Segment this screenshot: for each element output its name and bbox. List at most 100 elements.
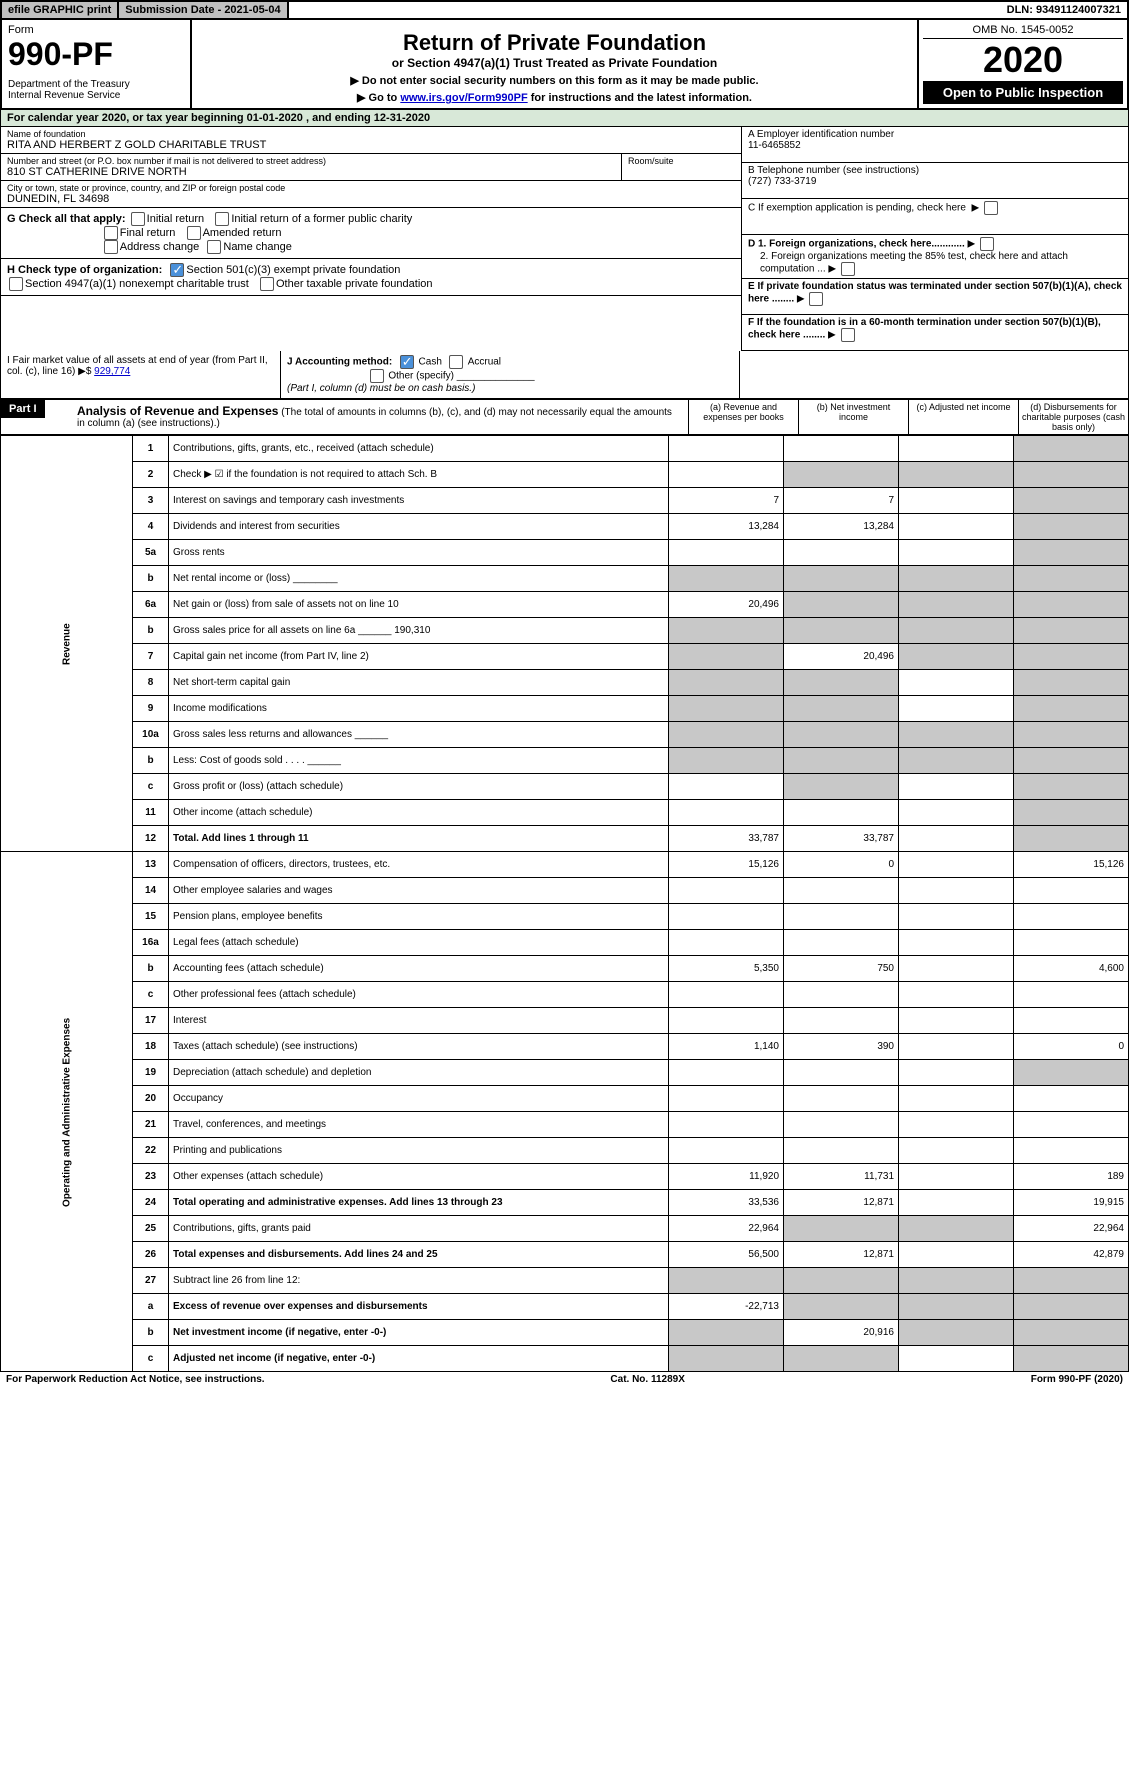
name-label: Name of foundation	[7, 129, 735, 139]
col-d-value: 22,964	[1014, 1216, 1129, 1242]
col-b-value	[784, 1008, 899, 1034]
top-bar: efile GRAPHIC print Submission Date - 20…	[0, 0, 1129, 20]
d2-checkbox[interactable]	[841, 262, 855, 276]
table-row: bNet rental income or (loss) ________	[1, 566, 1129, 592]
omb-number: OMB No. 1545-0052	[923, 22, 1123, 39]
col-d-value	[1014, 644, 1129, 670]
col-b-value: 20,496	[784, 644, 899, 670]
table-row: bAccounting fees (attach schedule)5,3507…	[1, 956, 1129, 982]
initial-return-checkbox[interactable]	[131, 212, 145, 226]
row-description: Gross sales less returns and allowances …	[169, 722, 669, 748]
row-number: 4	[133, 514, 169, 540]
row-description: Pension plans, employee benefits	[169, 904, 669, 930]
opt-initial: Initial return	[147, 213, 204, 225]
j-label: J Accounting method:	[287, 357, 392, 368]
col-b-value	[784, 566, 899, 592]
col-c-value	[899, 878, 1014, 904]
table-row: 21Travel, conferences, and meetings	[1, 1112, 1129, 1138]
col-c-value	[899, 462, 1014, 488]
table-row: cOther professional fees (attach schedul…	[1, 982, 1129, 1008]
accrual-checkbox[interactable]	[449, 355, 463, 369]
col-c-value	[899, 748, 1014, 774]
col-c-value	[899, 826, 1014, 852]
efile-button[interactable]: efile GRAPHIC print	[2, 2, 119, 18]
table-row: 16aLegal fees (attach schedule)	[1, 930, 1129, 956]
address-change-checkbox[interactable]	[104, 240, 118, 254]
address: 810 ST CATHERINE DRIVE NORTH	[7, 166, 615, 178]
opt-other-method: Other (specify)	[388, 371, 454, 382]
col-a-value	[669, 670, 784, 696]
col-b-value: 11,731	[784, 1164, 899, 1190]
e-checkbox[interactable]	[809, 292, 823, 306]
row-description: Total expenses and disbursements. Add li…	[169, 1242, 669, 1268]
name-change-checkbox[interactable]	[207, 240, 221, 254]
row-number: 18	[133, 1034, 169, 1060]
row-description: Contributions, gifts, grants, etc., rece…	[169, 436, 669, 462]
col-a-value	[669, 540, 784, 566]
col-a-value: 20,496	[669, 592, 784, 618]
opt-other: Other taxable private foundation	[276, 278, 433, 290]
table-row: Operating and Administrative Expenses13C…	[1, 852, 1129, 878]
row-description: Excess of revenue over expenses and disb…	[169, 1294, 669, 1320]
col-c-value	[899, 644, 1014, 670]
spacer	[289, 2, 1001, 18]
other-taxable-checkbox[interactable]	[260, 277, 274, 291]
table-row: 22Printing and publications	[1, 1138, 1129, 1164]
col-d-value	[1014, 670, 1129, 696]
col-d-value	[1014, 826, 1129, 852]
phone: (727) 733-3719	[748, 176, 1122, 187]
table-row: 14Other employee salaries and wages	[1, 878, 1129, 904]
cash-checkbox[interactable]	[400, 355, 414, 369]
row-number: 5a	[133, 540, 169, 566]
a-label: A Employer identification number	[748, 129, 1122, 140]
row-description: Net gain or (loss) from sale of assets n…	[169, 592, 669, 618]
row-number: 10a	[133, 722, 169, 748]
col-a-header: (a) Revenue and expenses per books	[688, 400, 798, 434]
i-j-block: I Fair market value of all assets at end…	[0, 351, 1129, 399]
c-checkbox[interactable]	[984, 201, 998, 215]
col-a-value	[669, 1268, 784, 1294]
row-number: 23	[133, 1164, 169, 1190]
g-label: G Check all that apply:	[7, 213, 126, 225]
form-subtitle: or Section 4947(a)(1) Trust Treated as P…	[198, 56, 911, 70]
fmv-value[interactable]: 929,774	[94, 366, 130, 377]
col-c-value	[899, 1242, 1014, 1268]
col-b-value: 12,871	[784, 1242, 899, 1268]
row-description: Travel, conferences, and meetings	[169, 1112, 669, 1138]
initial-former-checkbox[interactable]	[215, 212, 229, 226]
revenue-section-label: Revenue	[1, 436, 133, 852]
row-description: Contributions, gifts, grants paid	[169, 1216, 669, 1242]
form-title: Return of Private Foundation	[198, 30, 911, 56]
amended-checkbox[interactable]	[187, 226, 201, 240]
table-row: 17Interest	[1, 1008, 1129, 1034]
table-row: 20Occupancy	[1, 1086, 1129, 1112]
col-b-value: 7	[784, 488, 899, 514]
final-return-checkbox[interactable]	[104, 226, 118, 240]
col-a-value: 11,920	[669, 1164, 784, 1190]
part1-header: Part I Analysis of Revenue and Expenses …	[0, 399, 1129, 435]
d1-checkbox[interactable]	[980, 237, 994, 251]
form-label: Form	[8, 24, 184, 36]
row-description: Other employee salaries and wages	[169, 878, 669, 904]
instr2-post: for instructions and the latest informat…	[528, 92, 752, 104]
col-c-value	[899, 1268, 1014, 1294]
row-description: Other expenses (attach schedule)	[169, 1164, 669, 1190]
other-method-checkbox[interactable]	[370, 369, 384, 383]
row-description: Less: Cost of goods sold . . . . ______	[169, 748, 669, 774]
table-row: 9Income modifications	[1, 696, 1129, 722]
row-description: Net investment income (if negative, ente…	[169, 1320, 669, 1346]
4947-checkbox[interactable]	[9, 277, 23, 291]
irs-link[interactable]: www.irs.gov/Form990PF	[400, 92, 527, 104]
col-d-value	[1014, 618, 1129, 644]
col-c-value	[899, 618, 1014, 644]
c-label: C If exemption application is pending, c…	[748, 203, 966, 214]
row-number: 20	[133, 1086, 169, 1112]
col-b-value: 0	[784, 852, 899, 878]
row-description: Adjusted net income (if negative, enter …	[169, 1346, 669, 1372]
row-description: Legal fees (attach schedule)	[169, 930, 669, 956]
row-description: Dividends and interest from securities	[169, 514, 669, 540]
501c3-checkbox[interactable]	[170, 263, 184, 277]
f-checkbox[interactable]	[841, 328, 855, 342]
form-header: Form 990-PF Department of the Treasury I…	[0, 20, 1129, 110]
row-number: 19	[133, 1060, 169, 1086]
